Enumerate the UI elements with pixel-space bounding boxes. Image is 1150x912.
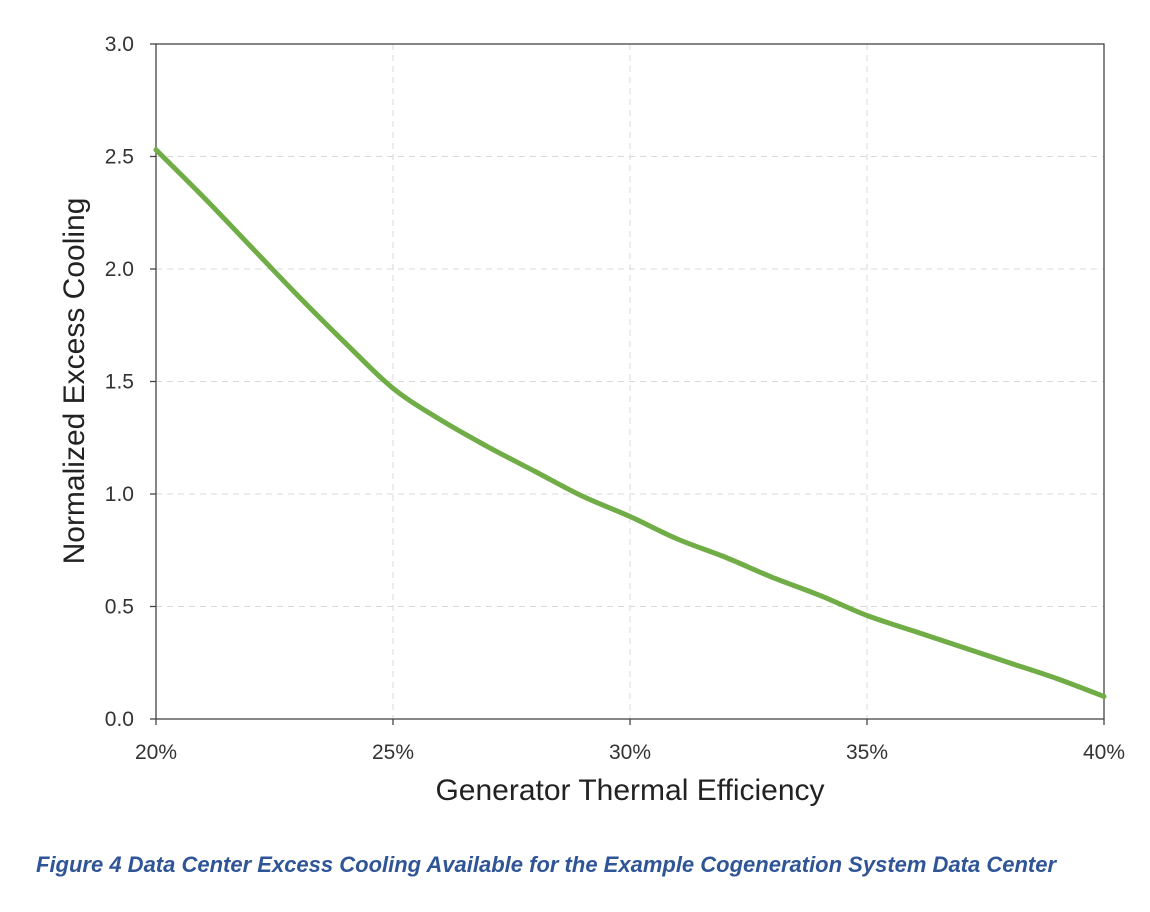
- y-axis-ticks: 0.0 0.5 1.0 1.5 2.0 2.5 3.0: [105, 33, 156, 731]
- y-tick-label: 2.0: [105, 258, 134, 281]
- grid-lines: [156, 44, 1104, 719]
- y-axis-title: Normalized Excess Cooling: [58, 198, 91, 565]
- y-tick-label: 0.5: [105, 596, 134, 619]
- series-line: [153, 147, 1107, 699]
- x-axis-title: Generator Thermal Efficiency: [435, 774, 824, 807]
- figure-caption: Figure 4 Data Center Excess Cooling Avai…: [36, 852, 1057, 877]
- x-tick-label: 35%: [846, 741, 888, 764]
- y-tick-label: 2.5: [105, 146, 134, 169]
- series-layer: [153, 147, 1107, 699]
- y-tick-label: 0.0: [105, 708, 134, 731]
- x-axis-ticks: 20% 25% 30% 35% 40%: [135, 719, 1125, 764]
- x-tick-label: 30%: [609, 741, 651, 764]
- y-tick-label: 3.0: [105, 33, 134, 56]
- line-chart: 0.0 0.5 1.0 1.5 2.0 2.5 3.0 20% 25% 30% 35% 40% Ge…: [58, 33, 1125, 807]
- x-tick-label: 40%: [1083, 741, 1125, 764]
- y-tick-label: 1.0: [105, 483, 134, 506]
- x-tick-label: 20%: [135, 741, 177, 764]
- y-tick-label: 1.5: [105, 371, 134, 394]
- x-tick-label: 25%: [372, 741, 414, 764]
